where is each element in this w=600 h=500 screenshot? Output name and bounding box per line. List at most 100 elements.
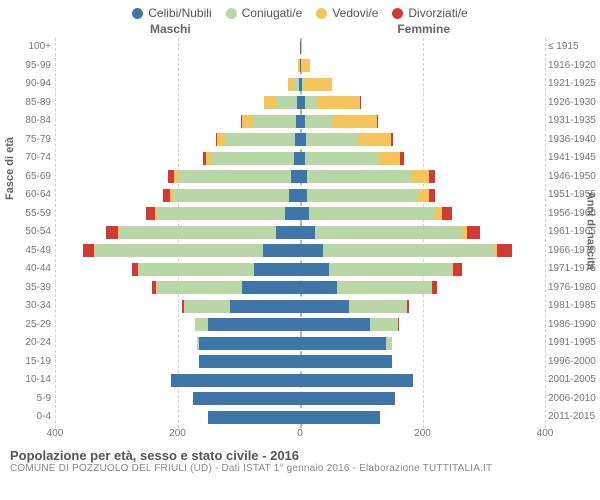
legend-label: Vedovi/e <box>332 6 378 20</box>
birth-label: 1921-1925 <box>548 75 600 94</box>
legend-swatch <box>132 8 143 19</box>
bar-segment <box>276 96 297 109</box>
bar-segment <box>184 300 230 313</box>
x-tick: 400 <box>47 428 64 439</box>
birth-label: 1916-1920 <box>548 57 600 76</box>
birth-label: 1981-1985 <box>548 297 600 316</box>
female-header: Femmine <box>397 22 450 36</box>
bar-segment <box>106 226 118 239</box>
bar-segment <box>119 226 275 239</box>
age-label: 40-44 <box>11 260 51 279</box>
bar-segment <box>138 263 254 276</box>
age-label: 0-4 <box>11 408 51 427</box>
x-tick: 400 <box>537 428 554 439</box>
bar-segment <box>300 170 307 183</box>
bar-segment <box>429 170 435 183</box>
legend-item: Divorziati/e <box>392 6 467 20</box>
pyramid-row: 85-891926-1930 <box>55 94 545 113</box>
pyramid-row: 65-691946-1950 <box>55 168 545 187</box>
bar-segment <box>178 170 291 183</box>
bar-segment <box>377 115 378 128</box>
age-label: 50-54 <box>11 223 51 242</box>
bar-segment <box>195 318 208 331</box>
age-label: 35-39 <box>11 279 51 298</box>
pyramid-row: 60-641951-1955 <box>55 186 545 205</box>
birth-label: 1961-1965 <box>548 223 600 242</box>
birth-label: 1931-1935 <box>548 112 600 131</box>
pyramid-row: 20-241991-1995 <box>55 334 545 353</box>
birth-label: 2001-2005 <box>548 371 600 390</box>
bar-segment <box>300 374 413 387</box>
bar-segment <box>300 244 323 257</box>
bar-segment <box>370 318 398 331</box>
bar-segment <box>199 337 300 350</box>
birth-label: 1926-1930 <box>548 94 600 113</box>
birth-label: 1941-1945 <box>548 149 600 168</box>
pyramid-row: 50-541961-1965 <box>55 223 545 242</box>
birth-label: 1966-1970 <box>548 242 600 261</box>
male-header: Maschi <box>150 22 191 36</box>
age-label: 80-84 <box>11 112 51 131</box>
bar-segment <box>304 78 332 91</box>
age-label: 15-19 <box>11 353 51 372</box>
bar-segment <box>285 207 300 220</box>
bar-segment <box>300 300 349 313</box>
legend-label: Celibi/Nubili <box>148 6 211 20</box>
bar-segment <box>300 226 315 239</box>
bar-segment <box>300 337 386 350</box>
bar-segment <box>435 207 442 220</box>
age-label: 30-34 <box>11 297 51 316</box>
x-tick: 200 <box>414 428 431 439</box>
bar-segment <box>242 281 300 294</box>
age-label: 55-59 <box>11 205 51 224</box>
bar-segment <box>306 133 358 146</box>
bar-segment <box>360 96 361 109</box>
bar-segment <box>300 189 307 202</box>
bar-segment <box>432 281 437 294</box>
legend: Celibi/Nubili Coniugati/e Vedovi/e Divorzia… <box>0 0 600 20</box>
age-label: 5-9 <box>11 390 51 409</box>
bar-segment <box>254 263 300 276</box>
bar-segment <box>263 244 300 257</box>
bar-segment <box>291 170 300 183</box>
pyramid-row: 5-92006-2010 <box>55 390 545 409</box>
legend-item: Coniugati/e <box>226 6 303 20</box>
bar-segment <box>171 374 300 387</box>
birth-label: 1936-1940 <box>548 131 600 150</box>
bar-segment <box>332 115 376 128</box>
age-label: 25-29 <box>11 316 51 335</box>
age-label: 65-69 <box>11 168 51 187</box>
bar-segment <box>391 133 393 146</box>
pyramid-row: 35-391976-1980 <box>55 279 545 298</box>
bar-segment <box>300 355 392 368</box>
bar-segment <box>289 189 300 202</box>
bar-segment <box>497 244 512 257</box>
bar-segment <box>429 189 436 202</box>
bar-segment <box>307 189 417 202</box>
pyramid-row: 75-791936-1940 <box>55 131 545 150</box>
age-label: 85-89 <box>11 94 51 113</box>
x-axis: 4002000200400 <box>55 428 545 444</box>
pyramid-row: 90-941921-1925 <box>55 75 545 94</box>
bar-segment <box>305 96 317 109</box>
bar-segment <box>349 300 407 313</box>
bar-segment <box>300 207 309 220</box>
bar-segment <box>225 133 295 146</box>
pyramid-row: 25-291986-1990 <box>55 316 545 335</box>
birth-label: 1946-1950 <box>548 168 600 187</box>
pyramid-row: 10-142001-2005 <box>55 371 545 390</box>
bar-segment <box>146 207 155 220</box>
bar-segment <box>378 152 399 165</box>
age-label: 45-49 <box>11 242 51 261</box>
age-label: 90-94 <box>11 75 51 94</box>
bar-segment <box>300 411 380 424</box>
bar-segment <box>386 337 392 350</box>
birth-label: ≤ 1915 <box>548 38 600 57</box>
bar-segment <box>211 152 294 165</box>
birth-label: 2006-2010 <box>548 390 600 409</box>
birth-label: 1986-1990 <box>548 316 600 335</box>
pyramid-row: 100+≤ 1915 <box>55 38 545 57</box>
birth-label: 2011-2015 <box>548 408 600 427</box>
bar-segment <box>173 189 289 202</box>
pyramid-row: 0-42011-2015 <box>55 408 545 427</box>
